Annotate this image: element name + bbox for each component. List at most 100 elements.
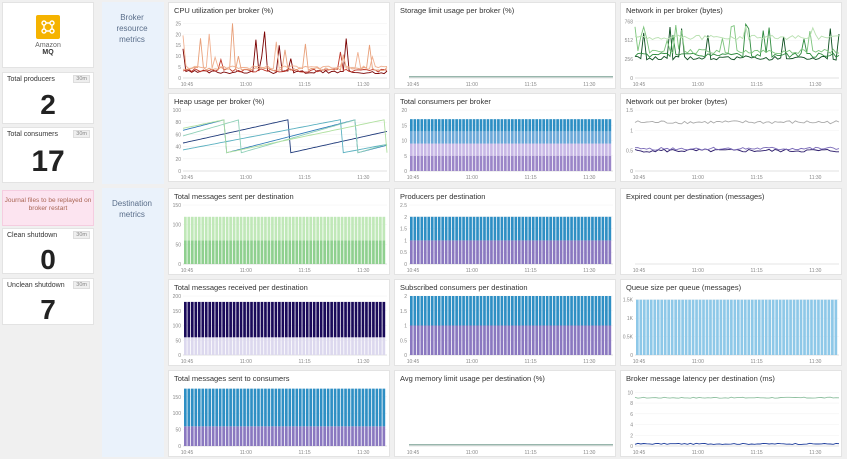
bar-segment [211,240,215,264]
bar-segment [608,119,612,132]
bar-segment [344,426,347,446]
panel-expired[interactable]: Expired count per destination (messages)… [620,188,842,275]
bar-segment [511,143,514,156]
bar-segment [605,131,608,144]
panel-sent[interactable]: Total messages sent per destination 0 50 10… [168,188,390,275]
panel-avg-mem[interactable]: Avg memory limit usage per destination (… [394,370,616,457]
bar-segment [490,325,493,355]
bar-segment [545,240,549,264]
total-consumers-widget[interactable]: Total consumers 30m 17 [2,127,94,183]
bar-segment [469,325,472,355]
y-tick-label: 100 [173,223,182,229]
bar-segment [451,325,455,355]
bar-segment [423,296,427,326]
bar-segment [379,337,382,355]
bar-segment [524,155,528,171]
broker-group-background [102,2,164,184]
panel-title: Storage limit usage per broker (%) [400,6,515,15]
bar-segment [232,240,236,264]
x-tick-label: 10:45 [633,175,646,181]
bar-segment [573,155,577,171]
bar-segment [358,426,361,446]
bar-segment [361,216,365,241]
bar-segment [521,216,525,241]
bar-segment [462,296,465,326]
bar-segment [278,426,281,446]
panel-producers[interactable]: Producers per destination 0 0.5 1 1.5 2 2.5 10:… [394,188,616,275]
x-tick-label: 11:15 [750,82,762,88]
bar-segment [288,388,292,427]
bar-segment [434,240,438,264]
x-tick-label: 10:45 [181,359,194,365]
bar-segment [323,337,326,355]
bar-segment [538,119,542,132]
bar-segment [448,216,451,241]
bar-segment [479,155,483,171]
bar-segment [608,216,612,241]
panel-consumers[interactable]: Total consumers per broker 0 5 10 15 20 10:45 1… [394,93,616,182]
bar-segment [444,155,448,171]
panel-heap[interactable]: Heap usage per broker (%) 0 20 40 60 80 100 10:… [168,93,390,182]
bar-segment [559,296,563,326]
bar-segment [476,155,479,171]
bar-segment [427,325,431,355]
bar-segment [288,301,292,338]
bar-segment [483,325,486,355]
bar-segment [309,216,313,241]
bar-segment [382,337,386,355]
panel-cpu[interactable]: CPU utilization per broker (%) 0 5 10 15 20 25… [168,2,390,89]
y-tick-label: 40 [175,145,181,151]
bar-segment [517,131,521,144]
chart-latency: 0 2 4 6 8 10 10:45 11:00 11:15 11:30 [627,390,840,456]
bar-segment [552,240,556,264]
bar-segment [573,325,577,355]
bar-segment [298,388,302,427]
bar-segment [190,240,194,264]
bar-segment [184,337,187,355]
bar-segment [423,216,427,241]
panel-received[interactable]: Total messages received per destination 0… [168,279,390,366]
x-tick-label: 11:00 [466,268,478,274]
bar-segment [229,301,232,338]
bar-segment [274,388,278,427]
x-tick-label: 11:15 [750,175,762,181]
panel-subscribed[interactable]: Subscribed consumers per destination 0 0.5… [394,279,616,366]
panel-to-consumers[interactable]: Total messages sent to consumers 0 50 100 15… [168,370,390,457]
bar-segment [570,296,573,326]
x-tick-label: 11:00 [466,175,478,181]
bar-segment [201,426,205,446]
bar-segment [455,216,458,241]
bar-segment [379,426,382,446]
stat-title: Total producers [7,76,55,83]
bar-segment [455,240,458,264]
y-tick-label: 100 [173,108,182,114]
total-producers-widget[interactable]: Total producers 30m 2 [2,72,94,124]
bar-segment [365,388,368,427]
bar-segment [281,240,285,264]
panel-storage[interactable]: Storage limit usage per broker (%) 10:45 1… [394,2,616,89]
panel-title: Broker message latency per destination (… [626,374,775,383]
bar-segment [490,216,493,241]
bar-segment [253,337,257,355]
bar-segment [298,426,302,446]
bar-segment [278,216,281,241]
bar-segment [577,143,580,156]
bar-segment [437,296,441,326]
bar-segment [605,325,608,355]
bar-segment [517,143,521,156]
bar-segment [194,388,198,427]
bar-segment [511,216,514,241]
panel-net-in[interactable]: Network in per broker (bytes) 0 256 512 768 1… [620,2,842,89]
bar-segment [580,143,584,156]
bar-segment [372,301,375,338]
panel-latency[interactable]: Broker message latency per destination (… [620,370,842,457]
panel-net-out[interactable]: Network out per broker (bytes) 0 0.5 1 1.5 10… [620,93,842,182]
bar-segment [747,299,751,355]
unclean-shutdown-widget[interactable]: Unclean shutdown 30m 7 [2,278,94,325]
bar-segment [323,426,326,446]
clean-shutdown-widget[interactable]: Clean shutdown 30m 0 [2,228,94,275]
panel-queue[interactable]: Queue size per queue (messages) 0 0.5K 1K 1.… [620,279,842,366]
y-tick-label: 1.5 [626,108,633,114]
bar-segment [333,388,337,427]
bar-segment [413,325,417,355]
